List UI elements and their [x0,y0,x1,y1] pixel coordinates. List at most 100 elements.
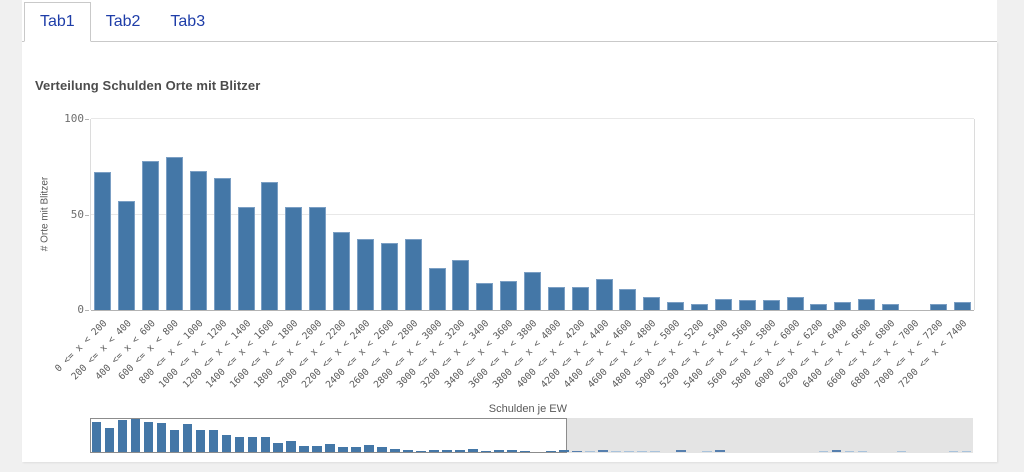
mini-bar[interactable] [637,450,647,452]
mini-bar[interactable] [156,423,167,452]
mini-bar[interactable] [442,449,452,452]
bar[interactable] [524,271,541,310]
mini-bar[interactable] [338,447,348,452]
bar[interactable] [881,304,899,310]
y-tick-label: 0 [77,303,84,316]
mini-bar[interactable] [507,449,517,452]
mini-bar[interactable] [286,441,297,452]
mini-bar[interactable] [299,446,310,452]
bar[interactable] [333,231,351,310]
mini-bar[interactable] [650,450,660,452]
bar[interactable] [476,283,494,310]
bar[interactable] [118,201,136,310]
mini-bar[interactable] [403,450,413,452]
mini-bar[interactable] [273,442,284,452]
bar[interactable] [667,302,685,310]
bar[interactable] [929,304,947,310]
bar[interactable] [619,288,637,310]
mini-bar[interactable] [857,450,868,452]
mini-bar[interactable] [481,450,491,452]
bar[interactable] [595,279,613,310]
mini-bar[interactable] [598,450,608,452]
mini-bar[interactable] [585,450,595,452]
bar[interactable] [452,260,470,310]
bar[interactable] [428,267,446,310]
bar[interactable] [166,157,184,310]
mini-bar[interactable] [572,450,582,452]
mini-bar[interactable] [325,443,335,452]
bar[interactable] [762,300,780,310]
gridline-100 [91,118,974,119]
mini-bar[interactable] [182,424,193,452]
bar[interactable] [142,161,160,310]
bar[interactable] [309,206,327,310]
tab-tab2[interactable]: Tab2 [105,13,141,30]
mini-bar[interactable] [169,429,180,452]
bar[interactable] [691,304,709,310]
mini-bar[interactable] [961,450,972,452]
bar[interactable] [94,172,112,310]
mini-bar[interactable] [247,437,258,452]
mini-bar[interactable] [117,419,128,452]
bar[interactable] [714,298,732,310]
tab-tab3[interactable]: Tab3 [170,13,206,30]
mini-bar[interactable] [844,450,855,452]
tab-tab1[interactable]: Tab1 [24,2,91,42]
mini-bar[interactable] [208,429,219,452]
mini-bar[interactable] [520,450,530,452]
mini-bar[interactable] [818,450,829,452]
gridline-0 [91,310,974,311]
bar[interactable] [356,239,374,310]
mini-bar[interactable] [143,421,154,452]
mini-bar[interactable] [91,422,102,452]
y-tick-label: 100 [64,112,84,125]
gridline-50 [91,213,974,215]
bar[interactable] [547,287,565,310]
mini-bar[interactable] [494,450,504,452]
bar[interactable] [404,239,422,310]
y-tick-mark [85,214,89,216]
mini-bar[interactable] [714,449,725,452]
mini-bar[interactable] [468,449,478,452]
mini-bar[interactable] [364,445,374,452]
mini-bar[interactable] [130,418,141,452]
mini-bar[interactable] [611,450,621,452]
mini-bar[interactable] [702,450,712,452]
bar[interactable] [738,300,756,310]
bar[interactable] [261,182,279,310]
mini-bar[interactable] [831,450,842,452]
mini-bar[interactable] [351,447,361,452]
mini-bar[interactable] [948,450,959,452]
bar[interactable] [237,206,255,310]
chart-title: Verteilung Schulden Orte mit Blitzer [35,78,261,93]
mini-bar[interactable] [221,434,232,452]
mini-bar[interactable] [104,428,115,452]
bar[interactable] [643,296,661,310]
mini-bar[interactable] [455,449,465,452]
mini-bar[interactable] [390,449,400,452]
mini-bar[interactable] [896,450,907,452]
bar[interactable] [285,206,303,310]
mini-bar[interactable] [429,449,439,452]
mini-bar[interactable] [416,450,426,452]
bar[interactable] [571,287,589,310]
mini-bar[interactable] [260,436,271,452]
mini-bar[interactable] [559,450,569,452]
bar[interactable] [500,281,518,310]
mini-bar[interactable] [312,445,323,452]
mini-bar[interactable] [377,447,387,452]
mini-bar[interactable] [676,449,686,452]
bar[interactable] [213,178,231,310]
bar[interactable] [810,304,828,310]
mini-unselected-region[interactable] [567,418,973,453]
bar[interactable] [786,296,804,310]
bar[interactable] [953,302,971,310]
mini-bar[interactable] [195,429,206,452]
mini-bar[interactable] [624,450,634,452]
bar[interactable] [834,302,852,310]
mini-bar[interactable] [234,436,245,452]
bar[interactable] [189,170,207,310]
bar[interactable] [380,243,398,310]
bar[interactable] [858,298,876,310]
mini-bar[interactable] [546,450,556,452]
